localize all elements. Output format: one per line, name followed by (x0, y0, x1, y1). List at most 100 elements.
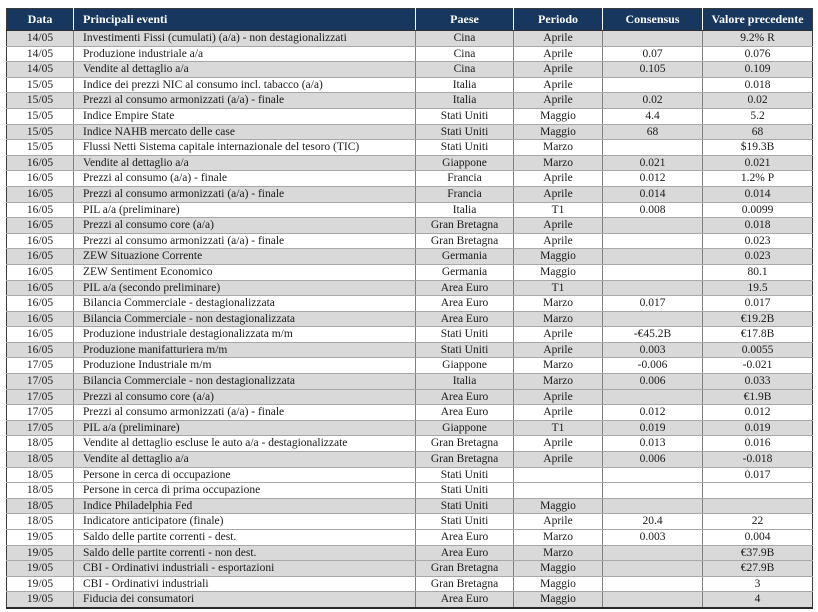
cell-consensus: 0.006 (602, 373, 703, 390)
table-row: 16/05 PIL a/a (secondo preliminare) Area E… (6, 280, 813, 297)
cell-country: Gran Bretagna (415, 451, 514, 468)
cell-previous: 0.023 (702, 248, 813, 265)
cell-date: 14/05 (6, 46, 74, 63)
cell-consensus: -0.006 (602, 357, 703, 375)
table-row: 19/05 CBI - Ordinativi industriali - espo… (6, 560, 813, 577)
cell-consensus: 0.012 (602, 404, 703, 421)
cell-period: Aprile (513, 233, 603, 250)
cell-previous: 0.109 (702, 61, 813, 78)
cell-period: Aprile (513, 76, 603, 94)
cell-previous: 0.02 (702, 92, 813, 109)
table-row: 16/05 Bilancia Commerciale - non destagio… (6, 311, 813, 328)
cell-event: Produzione industriale destagionalizzata… (73, 326, 416, 343)
table-row: 15/05 Flussi Netti Sistema capitale inter… (6, 139, 813, 156)
cell-previous: €17.8B (702, 326, 813, 343)
table-row: 15/05 Prezzi al consumo armonizzati (a/a)… (6, 92, 813, 109)
cell-consensus: 0.008 (602, 202, 703, 219)
cell-period: Maggio (513, 248, 603, 265)
cell-period: Aprile (513, 389, 603, 406)
cell-country: Gran Bretagna (415, 233, 514, 250)
table-row: 16/05 ZEW Sentiment Economico Germania Magg… (6, 264, 813, 281)
cell-previous: 0.014 (702, 186, 813, 203)
table-row: 19/05 CBI - Ordinativi industriali Gran Br… (6, 576, 813, 593)
cell-event: Indice NAHB mercato delle case (73, 124, 416, 141)
cell-event: ZEW Situazione Corrente (73, 248, 416, 265)
cell-event: Vendite al dettaglio a/a (73, 451, 416, 468)
cell-date: 17/05 (6, 373, 74, 390)
cell-event: Indicatore anticipatore (finale) (73, 513, 416, 530)
cell-event: PIL a/a (preliminare) (73, 202, 416, 219)
cell-period: Marzo (513, 295, 603, 312)
column-header-previous: Valore precedente (702, 8, 813, 31)
cell-consensus (602, 498, 703, 515)
table-row: 17/05 Produzione Industriale m/m Giappone M… (6, 357, 813, 375)
cell-country: Gran Bretagna (415, 435, 514, 453)
cell-date: 16/05 (6, 342, 74, 359)
cell-period: T1 (513, 280, 603, 297)
cell-consensus (602, 30, 703, 47)
cell-period: Maggio (513, 108, 603, 125)
cell-country: Italia (415, 202, 514, 219)
header-row: Data Principali eventi Paese Periodo Consens… (6, 8, 813, 31)
table-row: 17/05 Prezzi al consumo armonizzati (a/a)… (6, 404, 813, 421)
cell-consensus: 0.006 (602, 451, 703, 468)
cell-period: Aprile (513, 61, 603, 78)
cell-period (513, 482, 603, 499)
cell-country: Italia (415, 92, 514, 109)
cell-country: Area Euro (415, 404, 514, 421)
cell-previous (702, 498, 813, 515)
cell-previous: 0.076 (702, 46, 813, 63)
column-header-date: Data (6, 8, 74, 31)
cell-previous: 0.018 (702, 76, 813, 94)
cell-event: Indice Empire State (73, 108, 416, 125)
cell-period: Aprile (513, 46, 603, 63)
cell-previous: 0.023 (702, 233, 813, 250)
cell-event: Persone in cerca di occupazione (73, 467, 416, 484)
table-row: 16/05 Prezzi al consumo core (a/a) Gran Br… (6, 217, 813, 234)
cell-date: 15/05 (6, 139, 74, 156)
cell-consensus (602, 560, 703, 577)
cell-period: Aprile (513, 217, 603, 234)
cell-consensus (602, 576, 703, 593)
cell-consensus: 0.07 (602, 46, 703, 63)
cell-previous: 80.1 (702, 264, 813, 281)
cell-country: Stati Uniti (415, 124, 514, 141)
cell-date: 16/05 (6, 326, 74, 343)
cell-consensus (602, 545, 703, 562)
cell-date: 17/05 (6, 404, 74, 421)
cell-previous: 0.033 (702, 373, 813, 390)
cell-period: Maggio (513, 124, 603, 141)
cell-date: 16/05 (6, 311, 74, 328)
cell-country: Cina (415, 61, 514, 78)
cell-period: Aprile (513, 513, 603, 530)
cell-country: Germania (415, 264, 514, 281)
cell-country: Gran Bretagna (415, 217, 514, 234)
cell-consensus (602, 280, 703, 297)
cell-consensus: 0.019 (602, 420, 703, 437)
cell-country: Area Euro (415, 545, 514, 562)
table-row: 18/05 Indicatore anticipatore (finale) Sta… (6, 513, 813, 530)
cell-event: Bilancia Commerciale - non destagionaliz… (73, 311, 416, 328)
cell-event: Indice Philadelphia Fed (73, 498, 416, 515)
cell-consensus (602, 264, 703, 281)
cell-consensus: 20.4 (602, 513, 703, 530)
cell-previous: 0.0055 (702, 342, 813, 359)
cell-event: ZEW Sentiment Economico (73, 264, 416, 281)
cell-date: 17/05 (6, 389, 74, 406)
cell-event: PIL a/a (preliminare) (73, 420, 416, 437)
cell-period: Marzo (513, 311, 603, 328)
cell-previous: 9.2% R (702, 30, 813, 47)
cell-country: Gran Bretagna (415, 560, 514, 577)
cell-previous: 0.019 (702, 420, 813, 437)
cell-country: Area Euro (415, 311, 514, 328)
cell-consensus: 0.017 (602, 295, 703, 312)
cell-previous (702, 482, 813, 499)
cell-period: Aprile (513, 404, 603, 421)
column-header-event: Principali eventi (73, 8, 416, 31)
cell-date: 19/05 (6, 529, 74, 546)
cell-period: Aprile (513, 326, 603, 343)
cell-event: Vendite al dettaglio escluse le auto a/a… (73, 435, 416, 453)
cell-previous: 5.2 (702, 108, 813, 125)
cell-consensus (602, 217, 703, 234)
cell-date: 16/05 (6, 248, 74, 265)
